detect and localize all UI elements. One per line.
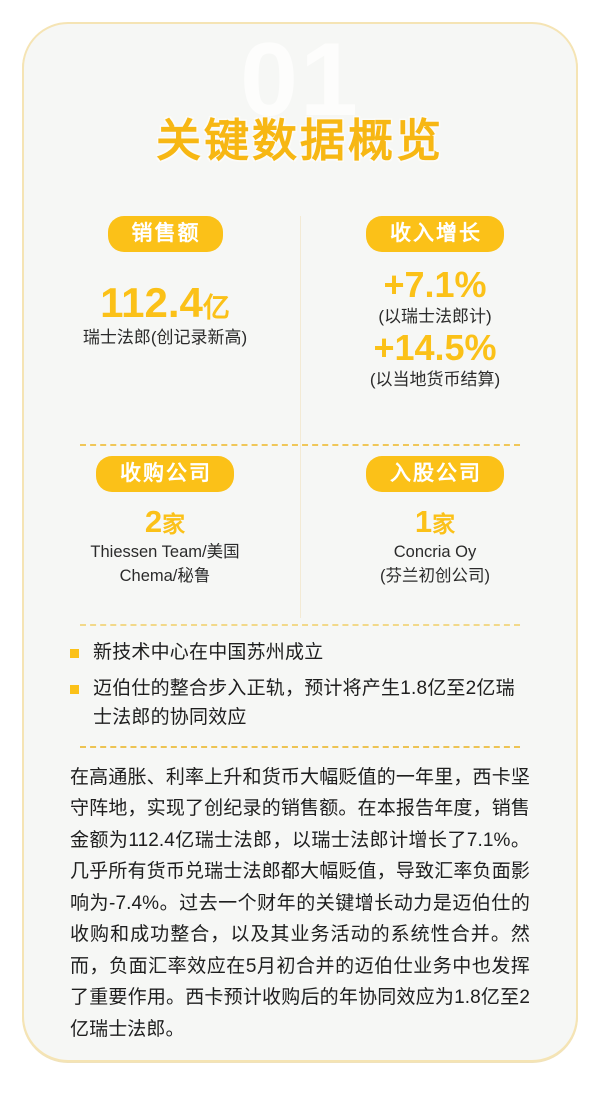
stat-body-sales: 112.4亿 瑞士法郎(创记录新高) <box>44 274 286 350</box>
stat-body-equity-stakes: 1家 Concria Oy (芬兰初创公司) <box>314 504 556 587</box>
list-item: 迈伯仕的整合步入正轨，预计将产生1.8亿至2亿瑞士法郎的协同效应 <box>70 675 530 733</box>
list-item: 新技术中心在中国苏州成立 <box>70 639 530 668</box>
stat-body-acquisitions: 2家 Thiessen Team/美国 Chema/秘鲁 <box>44 504 286 587</box>
list-item-label: 迈伯仕的整合步入正轨，预计将产生1.8亿至2亿瑞士法郎的协同效应 <box>93 677 515 728</box>
infographic-card: 01 关键数据概览 销售额 112.4亿 瑞士法郎(创记录新高) 收入增长 +7… <box>22 22 578 1062</box>
stat-value-growth-local: +14.5% <box>373 326 497 368</box>
stat-card-acquisitions: 收购公司 2家 Thiessen Team/美国 Chema/秘鲁 <box>30 444 300 624</box>
divider-above-bullets <box>80 624 520 626</box>
stat-card-sales: 销售额 112.4亿 瑞士法郎(创记录新高) <box>30 204 300 444</box>
stat-card-revenue-growth: 收入增长 +7.1% (以瑞士法郎计) +14.5% (以当地货币结算) <box>300 204 570 444</box>
page-title: 关键数据概览 <box>155 115 444 166</box>
divider-above-paragraph <box>80 745 520 748</box>
stat-value-acquisitions: 2家 <box>144 504 186 539</box>
bullet-square-icon <box>70 649 79 658</box>
stat-value-growth-chf: +7.1% <box>383 264 487 305</box>
status-badge-revenue-growth: 收入增长 <box>366 216 504 252</box>
stat-subtitle-acquisitions-line2: Chema/秘鲁 <box>119 566 211 585</box>
stat-unit-equity-stakes: 家 <box>432 511 456 537</box>
stat-card-equity-stakes: 入股公司 1家 Concria Oy (芬兰初创公司) <box>300 444 570 624</box>
stat-body-revenue-growth: +7.1% (以瑞士法郎计) +14.5% (以当地货币结算) <box>314 266 556 391</box>
stat-subtitle-equity-stakes-line2: (芬兰初创公司) <box>380 566 490 585</box>
stat-subtitle-acquisitions-line1: Thiessen Team/美国 <box>90 542 240 561</box>
highlights-list: 新技术中心在中国苏州成立 迈伯仕的整合步入正轨，预计将产生1.8亿至2亿瑞士法郎… <box>24 626 576 746</box>
card-header: 01 关键数据概览 <box>24 24 576 204</box>
section-number-watermark: 01 <box>240 22 360 138</box>
stat-subtitle-growth-local: (以当地货币结算) <box>369 369 501 389</box>
stat-unit-sales: 亿 <box>202 293 230 323</box>
status-badge-sales: 销售额 <box>107 216 223 252</box>
stat-unit-acquisitions: 家 <box>162 511 186 537</box>
status-badge-equity-stakes: 入股公司 <box>366 456 504 492</box>
stats-grid: 销售额 112.4亿 瑞士法郎(创记录新高) 收入增长 +7.1% (以瑞士法郎… <box>24 204 576 624</box>
status-badge-acquisitions: 收购公司 <box>96 456 234 492</box>
bullet-square-icon <box>70 684 79 694</box>
body-paragraph: 在高通胀、利率上升和货币大幅贬值的一年里，西卡坚守阵地，实现了创纪录的销售额。在… <box>70 766 530 1040</box>
stat-subtitle-equity-stakes-line1: Concria Oy <box>393 542 477 561</box>
stat-subtitle-sales: 瑞士法郎(创记录新高) <box>82 328 248 348</box>
stat-subtitle-growth-chf: (以瑞士法郎计) <box>378 306 492 326</box>
stat-value-sales: 112.4亿 <box>100 279 230 326</box>
list-item-label: 新技术中心在中国苏州成立 <box>93 642 324 663</box>
stat-value-equity-stakes: 1家 <box>414 504 456 539</box>
